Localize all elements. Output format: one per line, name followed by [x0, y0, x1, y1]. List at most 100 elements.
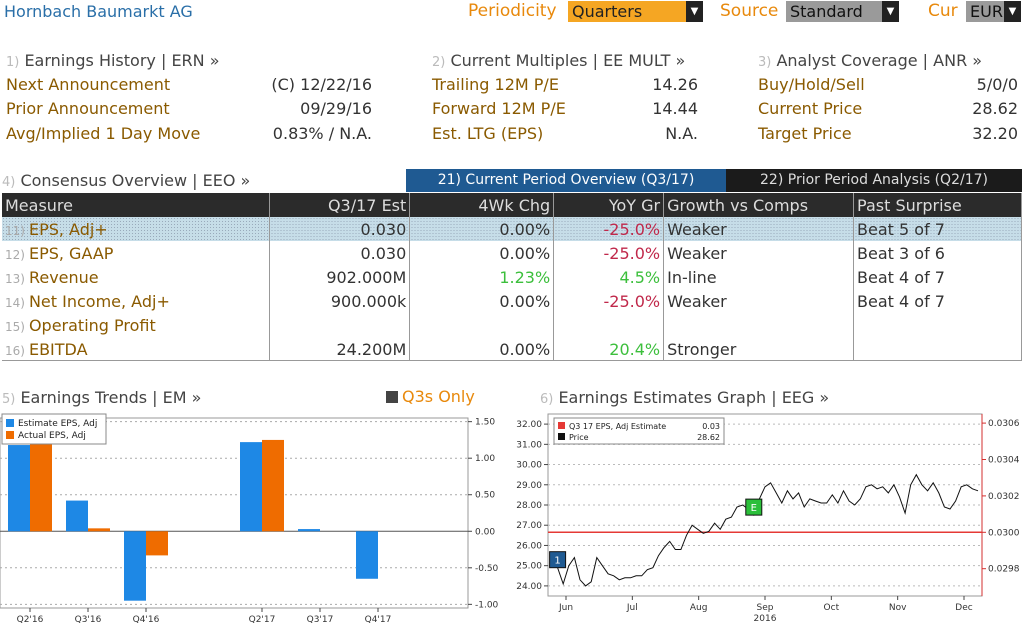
event-marker-label: E	[751, 503, 757, 514]
current-multiples-link[interactable]: 2) Current Multiples | EE MULT »	[432, 51, 686, 70]
legend-value: 28.62	[697, 433, 720, 442]
legend-label: Estimate EPS, Adj	[18, 419, 97, 429]
y-tick-label: 0.00	[475, 527, 495, 537]
growth-cell: Weaker	[663, 289, 855, 313]
table-row[interactable]: 13) Revenue 902.000M 1.23% 4.5% In-line B…	[2, 265, 1022, 289]
event-marker	[745, 498, 763, 516]
y-left-tick-label: 30.00	[516, 461, 542, 471]
trailing-pe-label: Trailing 12M P/E	[432, 75, 559, 94]
est-cell: 0.030	[269, 241, 411, 265]
q3s-only-toggle[interactable]: Q3s Only	[386, 387, 475, 406]
est-ltg-label: Est. LTG (EPS)	[432, 124, 544, 143]
consensus-overview-link[interactable]: 4) Consensus Overview | EEO »	[2, 171, 251, 190]
y-right-tick-label: 0.0300	[988, 528, 1020, 538]
bar-estimate	[124, 531, 146, 601]
measure-cell: 12) EPS, GAAP	[2, 241, 271, 265]
y-left-tick-label: 26.00	[516, 541, 542, 551]
current-price-label: Current Price	[758, 99, 863, 118]
chg-cell	[409, 313, 555, 337]
col-header-yoy-gr[interactable]: YoY Gr	[553, 193, 665, 217]
event-marker-label: 1	[554, 556, 560, 567]
chg-cell: 0.00%	[409, 217, 555, 241]
table-row[interactable]: 14) Net Income, Adj+ 900.000k 0.00% -25.0…	[2, 289, 1022, 313]
y-tick-label: 0.50	[475, 491, 495, 501]
yoy-cell: -25.0%	[553, 241, 665, 265]
legend-swatch	[558, 422, 565, 429]
col-header-growth-vs-comps[interactable]: Growth vs Comps	[663, 193, 855, 217]
growth-cell: Stronger	[663, 337, 855, 361]
prior-announcement-value: 09/29/16	[300, 99, 372, 118]
x-tick-label: Oct	[824, 603, 840, 613]
col-header-measure[interactable]: Measure	[2, 193, 271, 217]
y-tick-label: 1.00	[475, 454, 495, 464]
est-cell: 900.000k	[269, 289, 411, 313]
periodicity-label: Periodicity	[468, 1, 557, 21]
tab-prior-period[interactable]: 22) Prior Period Analysis (Q2/17)	[726, 169, 1022, 192]
implied-move-label: Avg/Implied 1 Day Move	[6, 124, 201, 143]
analyst-coverage-link[interactable]: 3) Analyst Coverage | ANR »	[758, 51, 983, 70]
tab-current-period[interactable]: 21) Current Period Overview (Q3/17)	[406, 169, 726, 192]
chg-cell: 0.00%	[409, 241, 555, 265]
y-right-tick-label: 0.0302	[988, 492, 1020, 502]
y-tick-label: -0.50	[475, 564, 499, 574]
x-tick-label: Q3'16	[75, 615, 102, 625]
measure-cell: 11) EPS, Adj+	[2, 217, 271, 241]
next-announcement-label: Next Announcement	[6, 75, 171, 94]
forward-pe-value: 14.44	[652, 99, 698, 118]
y-right-tick-label: 0.0304	[988, 456, 1020, 466]
legend-label: Actual EPS, Adj	[18, 431, 86, 441]
growth-cell: In-line	[663, 265, 855, 289]
forward-pe-label: Forward 12M P/E	[432, 99, 566, 118]
bar-actual	[262, 439, 284, 532]
legend-swatch	[6, 419, 14, 427]
yoy-cell: -25.0%	[553, 217, 665, 241]
y-tick-label: 1.50	[475, 418, 495, 428]
x-tick-label: Q2'16	[17, 615, 44, 625]
y-left-tick-label: 27.00	[516, 521, 542, 531]
earnings-trends-chart: 1.50 1.00 0.50 0.00 -0.50 -1.00 Q2'16 Q3'16 Q4'1…	[0, 413, 499, 625]
table-row[interactable]: 11) EPS, Adj+ 0.030 0.00% -25.0% Weaker B…	[2, 217, 1022, 241]
est-cell: 0.030	[269, 217, 411, 241]
col-header-est[interactable]: Q3/17 Est	[269, 193, 411, 217]
buy-hold-sell-label: Buy/Hold/Sell	[758, 75, 865, 94]
x-tick-label: Q3'17	[307, 615, 334, 625]
x-tick-label: Q4'16	[133, 615, 160, 625]
currency-dropdown-icon[interactable]: ▼	[1004, 1, 1021, 22]
legend-swatch	[6, 431, 14, 439]
earnings-estimates-graph: 32.00 31.00 30.00 29.00 28.00 27.00 26.00 25.00…	[516, 413, 1020, 624]
table-row[interactable]: 16) EBITDA 24.200M 0.00% 20.4% Stronger	[2, 337, 1022, 361]
security-title: Hornbach Baumarkt AG	[4, 2, 193, 21]
y-left-tick-label: 25.00	[516, 562, 542, 572]
y-left-tick-label: 29.00	[516, 481, 542, 491]
est-cell: 24.200M	[269, 337, 411, 361]
bar-estimate	[8, 445, 30, 532]
table-row[interactable]: 12) EPS, GAAP 0.030 0.00% -25.0% Weaker B…	[2, 241, 1022, 265]
source-label: Source	[720, 1, 779, 21]
col-header-4wk-chg[interactable]: 4Wk Chg	[409, 193, 555, 217]
x-tick-label: Aug	[690, 603, 708, 613]
est-cell	[269, 313, 411, 337]
y-left-tick-label: 24.00	[516, 582, 542, 592]
source-select[interactable]: Standard	[786, 1, 882, 22]
x-tick-label: Jul	[626, 603, 638, 613]
bar-actual	[146, 531, 168, 556]
bar-actual	[30, 442, 52, 532]
source-dropdown-icon[interactable]: ▼	[882, 1, 899, 22]
x-tick-label: Dec	[955, 603, 972, 613]
measure-cell: 13) Revenue	[2, 265, 271, 289]
periodicity-select[interactable]: Quarters	[568, 1, 686, 22]
col-header-past-surprise[interactable]: Past Surprise	[853, 193, 1022, 217]
earnings-history-link[interactable]: 1) Earnings History | ERN »	[6, 51, 220, 70]
bar-estimate	[240, 442, 262, 532]
periodicity-dropdown-icon[interactable]: ▼	[686, 1, 703, 22]
table-row[interactable]: 15) Operating Profit	[2, 313, 1022, 337]
measure-cell: 15) Operating Profit	[2, 313, 271, 337]
earnings-estimates-graph-link[interactable]: 6) Earnings Estimates Graph | EEG »	[540, 388, 830, 407]
surprise-cell: Beat 5 of 7	[853, 217, 1022, 241]
currency-select[interactable]: EUR	[966, 1, 1004, 22]
chg-cell: 0.00%	[409, 337, 555, 361]
earnings-trends-link[interactable]: 5) Earnings Trends | EM »	[2, 388, 202, 407]
legend-label: Price	[569, 433, 589, 442]
measure-cell: 16) EBITDA	[2, 337, 271, 361]
chg-cell: 0.00%	[409, 289, 555, 313]
